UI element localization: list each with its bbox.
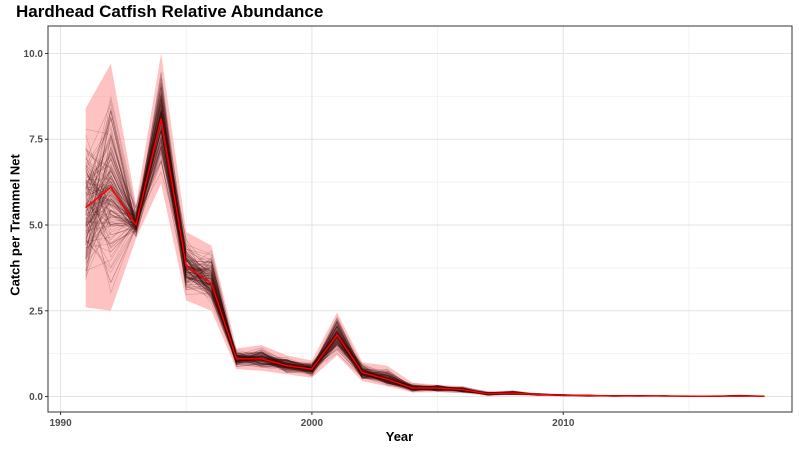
y-axis-label: Catch per Trammel Net — [7, 154, 23, 296]
y-tick-label: 5.0 — [29, 221, 43, 232]
y-tick-label: 10.0 — [24, 49, 44, 60]
axis-ticks-group: 1990 2000 2010 0.0 2.5 5.0 7.5 10.0 — [24, 49, 575, 429]
panel-border — [47, 25, 793, 413]
y-tick-label: 0.0 — [29, 392, 43, 403]
x-tick-label: 2000 — [301, 418, 324, 429]
y-tick-label: 2.5 — [29, 306, 43, 317]
chart-title: Hardhead Catfish Relative Abundance — [16, 2, 324, 21]
mean-line — [85, 118, 765, 397]
y-tick-label: 7.5 — [29, 135, 43, 146]
mean-line-group — [85, 118, 765, 397]
x-axis-label: Year — [385, 429, 414, 444]
panel-border-group — [47, 25, 793, 413]
x-tick-label: 2010 — [552, 418, 575, 429]
x-tick-label: 1990 — [49, 418, 72, 429]
